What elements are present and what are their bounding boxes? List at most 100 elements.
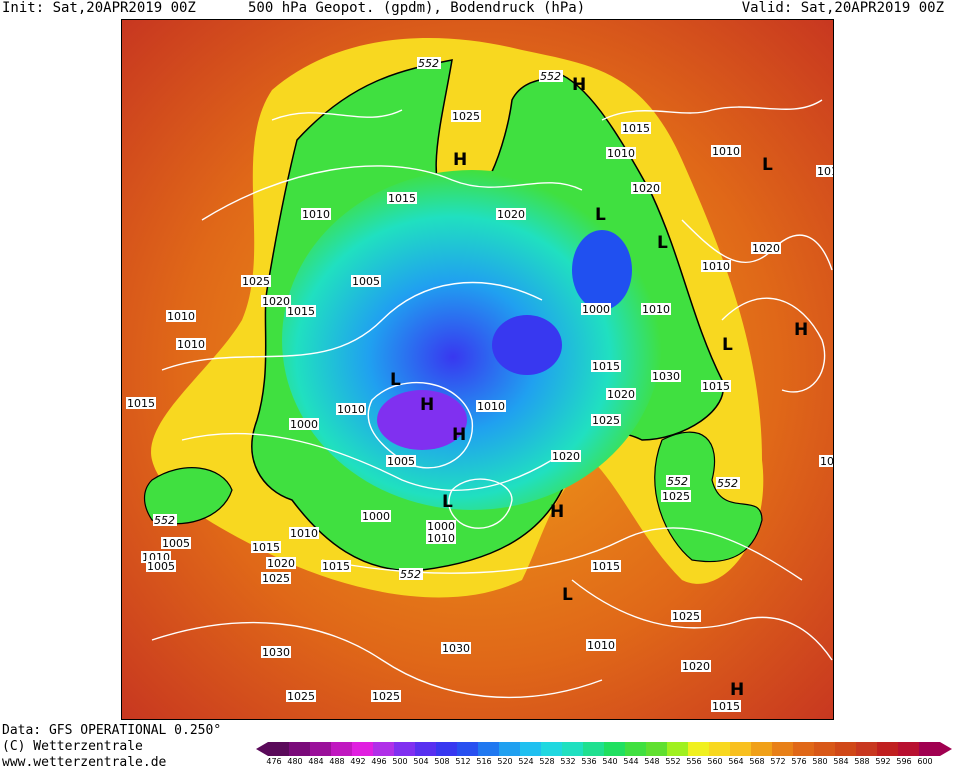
colorbar-tick-label: 576 (791, 757, 807, 766)
pressure-label-bg (586, 639, 616, 651)
colorbar-swatch (877, 742, 898, 756)
pressure-label-bg (661, 490, 691, 502)
colorbar-tick-label: 552 (665, 757, 681, 766)
colorbar-swatch (436, 742, 457, 756)
colorbar-tick-label: 544 (623, 757, 639, 766)
pressure-label: 101 (817, 165, 834, 178)
colorbar-tick-label: 484 (308, 757, 324, 766)
colorbar-swatch (289, 742, 310, 756)
pressure-label: 1010 (302, 208, 330, 221)
pressure-label: 1000 (362, 510, 390, 523)
high-pressure-marker: H (794, 320, 808, 340)
pressure-label: 1015 (592, 560, 620, 573)
colorbar-swatch (583, 742, 604, 756)
colorbar-tick-label: 540 (602, 757, 618, 766)
colorbar-tick-label: 508 (434, 757, 450, 766)
pressure-label: 1005 (162, 537, 190, 550)
colorbar-tick-label: 564 (728, 757, 744, 766)
pressure-label: 1020 (552, 450, 580, 463)
pressure-label-bg (261, 572, 291, 584)
pressure-label-bg (241, 275, 271, 287)
high-pressure-marker: H (730, 680, 744, 700)
colorbar-swatch (457, 742, 478, 756)
colorbar-tick-label: 596 (896, 757, 912, 766)
pressure-label: 1020 (267, 557, 295, 570)
high-pressure-marker: H (420, 395, 434, 415)
pressure-label-bg (606, 388, 636, 400)
pressure-label: 1015 (712, 700, 740, 713)
pressure-label-bg (591, 560, 621, 572)
high-pressure-marker: H (453, 150, 467, 170)
pressure-label-bg (496, 208, 526, 220)
pressure-label: 1015 (322, 560, 350, 573)
pressure-label-bg (286, 305, 316, 317)
colorbar-tick-label: 512 (455, 757, 471, 766)
pressure-label: 1020 (497, 208, 525, 221)
pressure-label-bg (701, 380, 731, 392)
pressure-label-bg (816, 165, 833, 177)
pressure-label-bg (819, 455, 833, 467)
pressure-label: 1010 (167, 310, 195, 323)
pressure-label: 1010 (177, 338, 205, 351)
colorbar-ticks: 476 480 484 488 492 496 500 504 508 512 516 520 524 5… (256, 757, 956, 769)
pressure-label: 1010 (712, 145, 740, 158)
high-pressure-marker: H (572, 75, 586, 95)
pressure-label-bg (426, 520, 456, 532)
colorbar-tick-label: 488 (329, 757, 345, 766)
pressure-label-bg (701, 260, 731, 272)
pressure-label-bg (631, 182, 661, 194)
pressure-label-bg (641, 303, 671, 315)
pressure-label: 1015 (592, 360, 620, 373)
low-core-east (492, 315, 562, 375)
colorbar-swatch (520, 742, 541, 756)
colorbar-tick-label: 492 (350, 757, 366, 766)
colorbar-tick-label: 580 (812, 757, 828, 766)
weather-map: 1025 1015 1010 1010 1025 1020 1005 1015 1010 1010… (121, 19, 834, 720)
pressure-label-bg (591, 360, 621, 372)
pressure-label-bg (301, 208, 331, 220)
pressure-label-bg (387, 192, 417, 204)
website-link[interactable]: www.wetterzentrale.de (2, 755, 167, 770)
europe-trough (654, 431, 763, 563)
pressure-label: 1010 (702, 260, 730, 273)
colorbar-tick-label: 548 (644, 757, 660, 766)
colorbar-swatch (772, 742, 793, 756)
pressure-label: 1030 (262, 646, 290, 659)
colorbar-swatch (331, 742, 352, 756)
contour-label-552: 552 (154, 514, 175, 527)
pressure-label: 1010 (607, 147, 635, 160)
low-pressure-marker: L (762, 155, 773, 175)
pressure-label-bg (711, 145, 741, 157)
colorbar-tick-label: 536 (581, 757, 597, 766)
low-core-north (572, 230, 632, 310)
pressure-label-bg (336, 403, 366, 415)
colorbar-swatch (415, 742, 436, 756)
pressure-label: 1025 (592, 414, 620, 427)
pressure-label: 1030 (652, 370, 680, 383)
colorbar-swatch (856, 742, 877, 756)
pressure-label: 1025 (262, 572, 290, 585)
colorbar-tick-label: 556 (686, 757, 702, 766)
colorbar-swatch (646, 742, 667, 756)
deep-low-core (377, 390, 467, 450)
pressure-label-bg (321, 560, 351, 572)
colorbar-swatch (478, 742, 499, 756)
pressure-label: 1020 (262, 295, 290, 308)
contour-label-552: 552 (667, 475, 688, 488)
map-title: 500 hPa Geopot. (gpdm), Bodendruck (hPa) (248, 0, 586, 16)
pressure-label: 1000 (290, 418, 318, 431)
pressure-label: 10 (820, 455, 834, 468)
pressure-label: 1010 (477, 400, 505, 413)
low-pressure-marker: L (442, 492, 453, 512)
pressure-label-bg (551, 450, 581, 462)
pressure-label: 1025 (287, 690, 315, 703)
pressure-label: 1020 (752, 242, 780, 255)
pressure-label-bg (671, 610, 701, 622)
pressure-label-bg (426, 532, 456, 544)
pressure-label-bg (146, 560, 176, 572)
colorbar-tick-label: 516 (476, 757, 492, 766)
low-pressure-marker: L (722, 335, 733, 355)
pressure-label: 1025 (242, 275, 270, 288)
colorbar-tick-label: 524 (518, 757, 534, 766)
